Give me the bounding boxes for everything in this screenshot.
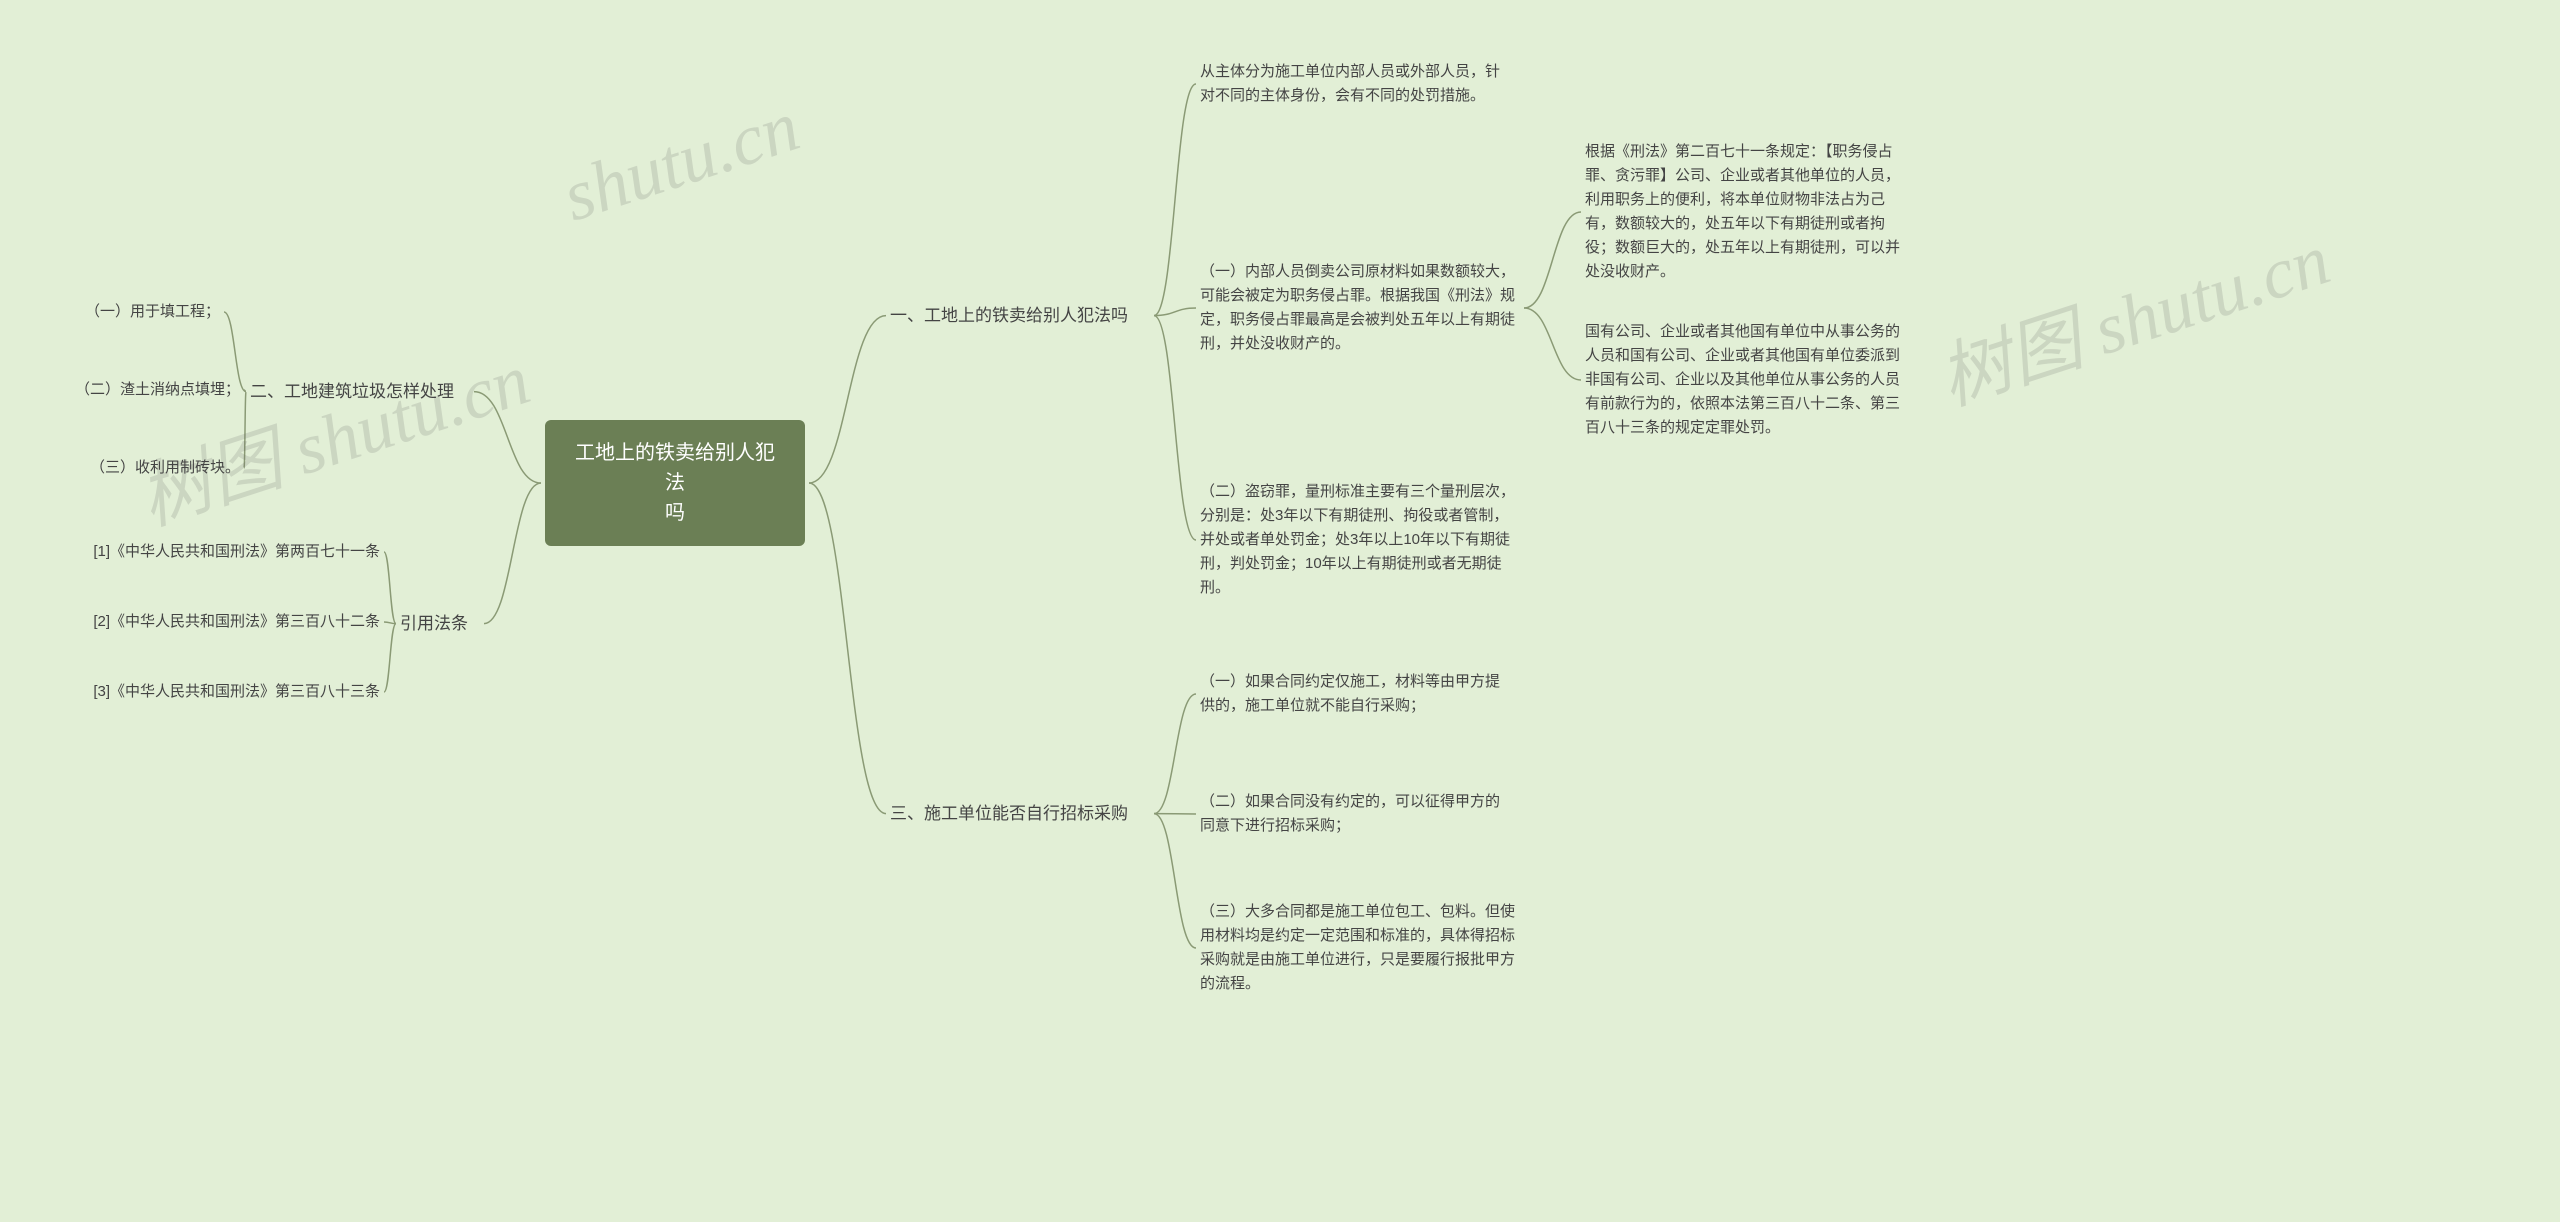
ref-n1[interactable]: [1]《中华人民共和国刑法》第两百七十一条 [60, 540, 380, 564]
section3-n2[interactable]: （二）如果合同没有约定的，可以征得甲方的同意下进行招标采购； [1200, 790, 1510, 838]
mindmap-canvas: 树图 shutu.cn shutu.cn 树图 shutu.cn 工地上的铁卖给… [0, 0, 2560, 1222]
watermark-1: 树图 shutu.cn [124, 320, 541, 545]
connector-layer [0, 0, 2560, 1222]
ref-title[interactable]: 引用法条 [400, 610, 480, 637]
section1-title[interactable]: 一、工地上的铁卖给别人犯法吗 [890, 302, 1150, 329]
section1-n2[interactable]: （一）内部人员倒卖公司原材料如果数额较大，可能会被定为职务侵占罪。根据我国《刑法… [1200, 260, 1520, 356]
watermark-3: 树图 shutu.cn [1924, 200, 2341, 425]
section2-n2[interactable]: （二）渣土消纳点填埋； [60, 378, 240, 402]
watermark-2: shutu.cn [553, 85, 809, 239]
ref-n3[interactable]: [3]《中华人民共和国刑法》第三百八十三条 [60, 680, 380, 704]
section1-n2b[interactable]: 国有公司、企业或者其他国有单位中从事公务的人员和国有公司、企业或者其他国有单位委… [1585, 320, 1905, 440]
section3-n3[interactable]: （三）大多合同都是施工单位包工、包料。但使用材料均是约定一定范围和标准的，具体得… [1200, 900, 1520, 996]
section1-n3[interactable]: （二）盗窃罪，量刑标准主要有三个量刑层次，分别是：处3年以下有期徒刑、拘役或者管… [1200, 480, 1520, 600]
section3-n1[interactable]: （一）如果合同约定仅施工，材料等由甲方提供的，施工单位就不能自行采购； [1200, 670, 1510, 718]
ref-n2[interactable]: [2]《中华人民共和国刑法》第三百八十二条 [60, 610, 380, 634]
root-node[interactable]: 工地上的铁卖给别人犯法 吗 [545, 420, 805, 546]
section2-n3[interactable]: （三）收利用制砖块。 [60, 456, 240, 480]
section2-title[interactable]: 二、工地建筑垃圾怎样处理 [250, 378, 470, 405]
section1-n1[interactable]: 从主体分为施工单位内部人员或外部人员，针对不同的主体身份，会有不同的处罚措施。 [1200, 60, 1510, 108]
root-title-line1: 工地上的铁卖给别人犯法 [575, 442, 775, 494]
section3-title[interactable]: 三、施工单位能否自行招标采购 [890, 800, 1150, 827]
section1-n2a[interactable]: 根据《刑法》第二百七十一条规定：【职务侵占罪、贪污罪】公司、企业或者其他单位的人… [1585, 140, 1905, 284]
section2-n1[interactable]: （一）用于填工程； [60, 300, 220, 324]
root-title-line2: 吗 [665, 502, 685, 524]
